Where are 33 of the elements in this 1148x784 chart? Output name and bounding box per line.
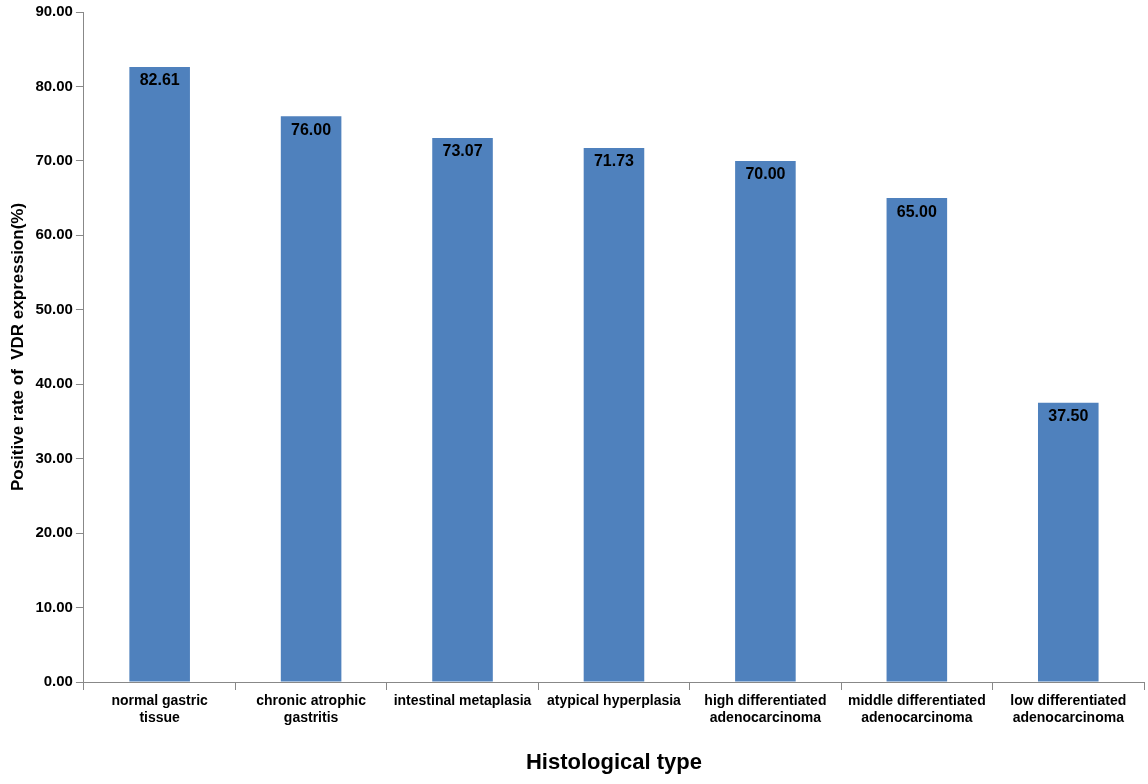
y-tick-label: 80.00 — [35, 76, 73, 94]
bar — [432, 138, 493, 682]
bar — [583, 148, 645, 682]
x-tick-label: normal gastric tissue — [111, 692, 209, 726]
y-tick-label: 60.00 — [35, 225, 73, 243]
x-axis-title: Histological type — [525, 748, 702, 774]
bar — [129, 67, 190, 682]
data-label: 76.00 — [291, 120, 332, 138]
data-label: 70.00 — [745, 165, 786, 183]
x-tick-label: low differentiated adenocarcinoma — [1010, 692, 1127, 726]
data-label: 37.50 — [1048, 407, 1089, 425]
x-tick-label: chronic atrophic gastritis — [256, 692, 367, 726]
y-tick-label: 90.00 — [35, 2, 73, 20]
bar — [886, 198, 948, 682]
bar — [735, 160, 796, 682]
data-label: 65.00 — [896, 202, 937, 220]
y-tick-label: 10.00 — [35, 597, 73, 615]
bar — [280, 116, 342, 682]
x-tick-label: middle differentiated adenocarcinoma — [848, 692, 986, 726]
y-tick-label: 70.00 — [35, 151, 73, 169]
y-tick-label: 50.00 — [35, 299, 73, 317]
y-tick-label: 30.00 — [35, 448, 73, 466]
bar — [1037, 402, 1099, 682]
x-tick-label: atypical hyperplasia — [547, 692, 682, 709]
y-axis-title: Positive rate of VDR expression(%) — [7, 202, 27, 492]
x-tick-label: high differentiated adenocarcinoma — [704, 692, 827, 726]
y-tick-label: 40.00 — [35, 374, 73, 392]
y-tick-label: 0.00 — [43, 672, 73, 690]
y-tick-label: 20.00 — [35, 523, 73, 541]
data-label: 73.07 — [442, 142, 483, 160]
x-tick-label: intestinal metaplasia — [393, 692, 532, 709]
data-label: 71.73 — [593, 152, 635, 170]
data-label: 82.61 — [139, 71, 180, 89]
